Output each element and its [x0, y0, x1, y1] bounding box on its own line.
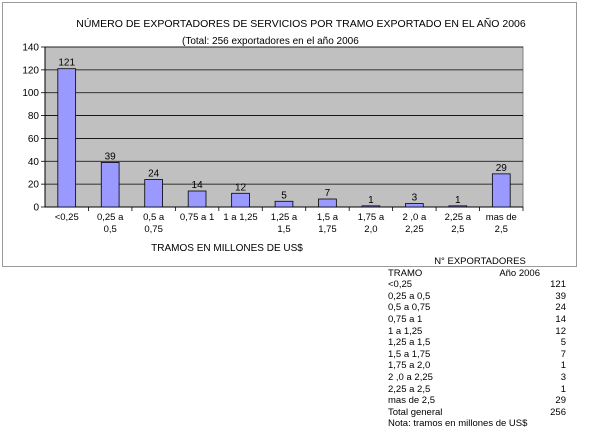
table-cell-value: 39: [555, 290, 566, 302]
x-tick-label: 2,0: [364, 224, 377, 235]
x-tick-label: 1,25 a: [271, 212, 298, 223]
data-label: 29: [496, 163, 508, 174]
bar: [491, 173, 511, 208]
table-header-tramo: TRAMO: [388, 267, 423, 279]
data-label: 121: [58, 58, 75, 69]
table-row: 2 ,0 a 2,25 3: [388, 372, 566, 384]
table-cell-tramo: 1,75 a 2,0: [388, 360, 431, 372]
x-tick-label: 2 ,0 a: [402, 212, 426, 223]
table-title: N° EXPORTADORES: [434, 256, 526, 267]
x-tick-label: mas de: [486, 212, 517, 223]
table-header-year: Año 2006: [499, 267, 540, 279]
data-label: 14: [192, 180, 204, 191]
y-tick-label: 40: [28, 157, 40, 168]
table-cell-value: 1: [560, 383, 566, 395]
table-cell-value: 12: [555, 325, 566, 337]
table-body: <0,25 121 0,25 a 0,5 39 0,5 a 0,75 24 0,75 a 1…: [388, 279, 566, 407]
data-label: 12: [235, 182, 247, 193]
table-cell-tramo: mas de 2,5: [388, 395, 435, 407]
y-tick-label: 0: [33, 203, 39, 214]
table-cell-value: 3: [560, 371, 566, 383]
x-tick-label: 1,75: [318, 224, 337, 235]
bar: [144, 179, 163, 208]
table-row: mas de 2,5 29: [388, 395, 566, 407]
table-cell-tramo: 1,25 a 1,5: [388, 337, 431, 349]
data-label: 1: [455, 195, 461, 206]
table-row: 1,5 a 1,75 7: [388, 349, 566, 361]
bar: [361, 205, 381, 208]
bar: [318, 198, 337, 208]
table-row: <0,25 121: [388, 279, 566, 291]
data-table: N° EXPORTADORES TRAMO Año 2006 <0,25 121 0…: [388, 256, 566, 430]
table-total-label: Total general: [388, 406, 443, 418]
table-cell-value: 7: [560, 348, 566, 360]
bar: [274, 200, 294, 208]
table-cell-value: 14: [555, 313, 566, 325]
x-tick-label: 1,75 a: [358, 212, 385, 223]
y-tick-label: 20: [28, 180, 40, 191]
table-cell-tramo: 0,25 a 0,5: [388, 290, 431, 302]
x-axis-title: TRAMOS EN MILLONES DE US$: [151, 243, 303, 254]
y-tick-label: 140: [22, 43, 39, 54]
x-tick-label: 1,5 a: [317, 212, 339, 223]
table-header-row: TRAMO Año 2006: [388, 268, 566, 280]
table-row: 0,5 a 0,75 24: [388, 302, 566, 314]
x-tick-label: 2,25 a: [445, 212, 472, 223]
table-cell-tramo: 1,5 a 1,75: [388, 348, 431, 360]
table-row: 1 a 1,25 12: [388, 326, 566, 338]
bar-chart: NÚMERO DE EXPORTADORES DE SERVICIOS POR …: [22, 17, 526, 254]
x-tick-label: 1,5: [277, 224, 290, 235]
table-cell-tramo: 0,75 a 1: [388, 313, 423, 325]
x-tick-label: 2,5: [451, 224, 464, 235]
data-label: 1: [368, 195, 374, 206]
table-cell-value: 24: [555, 302, 566, 314]
y-tick-label: 120: [22, 65, 39, 76]
chart-frame: NÚMERO DE EXPORTADORES DE SERVICIOS POR …: [2, 2, 577, 267]
table-cell-tramo: 0,5 a 0,75: [388, 302, 431, 314]
x-tick-label: <0,25: [55, 212, 79, 223]
bar: [405, 203, 424, 208]
table-cell-tramo: 2 ,0 a 2,25: [388, 371, 433, 383]
x-tick-label: 0,75 a 1: [180, 212, 214, 223]
x-tick-label: 0,5 a: [143, 212, 165, 223]
y-tick-label: 60: [28, 134, 40, 145]
table-cell-value: 121: [550, 279, 566, 291]
table-row: 0,75 a 1 14: [388, 314, 566, 326]
chart-subtitle: (Total: 256 exportadores en el año 2006: [182, 36, 359, 47]
bar: [448, 205, 468, 208]
table-cell-value: 29: [555, 395, 566, 407]
table-row: 1,75 a 2,0 1: [388, 360, 566, 372]
data-label: 39: [105, 151, 117, 162]
table-cell-tramo: 2,25 a 2,5: [388, 383, 431, 395]
data-label: 3: [412, 193, 418, 204]
x-tick-label: 0,75: [144, 224, 163, 235]
table-note: Nota: tramos en millones de US$: [388, 418, 528, 430]
table-row: 1,25 a 1,5 5: [388, 337, 566, 349]
x-tick-label: 1 a 1,25: [223, 212, 257, 223]
x-tick-label: 0,25 a: [97, 212, 124, 223]
data-label: 7: [325, 188, 331, 199]
table-total-row: Total general 256: [388, 407, 566, 419]
table-total-value: 256: [550, 406, 566, 418]
x-tick-label: 2,25: [405, 224, 424, 235]
bar: [57, 68, 77, 208]
data-label: 5: [281, 190, 287, 201]
bar: [187, 190, 207, 208]
bar: [100, 162, 120, 208]
plot-background: [44, 46, 524, 208]
table-cell-value: 1: [560, 360, 566, 372]
x-tick-label: 0,5: [104, 224, 117, 235]
y-tick-label: 100: [22, 88, 39, 99]
table-cell-tramo: <0,25: [388, 279, 413, 291]
data-label: 24: [148, 169, 160, 180]
bar: [231, 192, 250, 208]
x-tick-label: 2,5: [495, 224, 508, 235]
table-cell-value: 5: [560, 337, 566, 349]
table-cell-tramo: 1 a 1,25: [388, 325, 423, 337]
table-row: 2,25 a 2,5 1: [388, 384, 566, 396]
chart-title: NÚMERO DE EXPORTADORES DE SERVICIOS POR …: [76, 17, 526, 30]
table-row: 0,25 a 0,5 39: [388, 291, 566, 303]
y-tick-label: 80: [28, 111, 40, 122]
